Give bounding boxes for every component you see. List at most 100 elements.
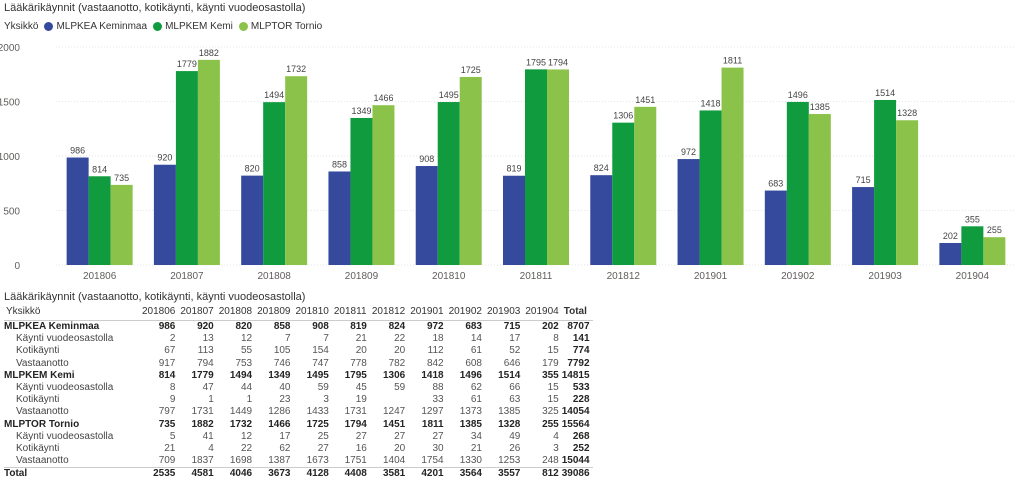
row-label: Käynti vuodeosastolla xyxy=(16,333,114,345)
row-total-cell: 228 xyxy=(572,394,590,406)
legend-swatch-tornio xyxy=(238,22,248,31)
table-cell: 59 xyxy=(394,382,406,394)
row-total-cell: 8707 xyxy=(567,321,590,333)
header-unit[interactable]: Yksikkö xyxy=(6,306,41,317)
table-cell: 1373 xyxy=(459,406,482,418)
table-cell: 1794 xyxy=(344,418,367,430)
table-cell: 3564 xyxy=(446,467,485,481)
row-total-cell: 14815 xyxy=(561,369,590,381)
table-cell: 62 xyxy=(279,442,291,454)
legend-item-tornio[interactable]: MLPTOR Tornio xyxy=(238,21,322,32)
row-label: Käynti vuodeosastolla xyxy=(16,430,114,442)
table-cell: 1387 xyxy=(268,455,291,467)
table-cell: 255 xyxy=(542,418,559,430)
bar xyxy=(547,69,569,265)
table-cell: 21 xyxy=(164,442,176,454)
bar xyxy=(263,102,286,266)
table-cell: 41 xyxy=(202,430,214,442)
table-cell: 4201 xyxy=(408,467,447,481)
table-group-row: MLPKEM Kemi 814 1779 1494 1349 1495 1795 1306 14… xyxy=(4,370,593,382)
table-cell: 814 xyxy=(158,369,176,381)
header-period[interactable]: 201901 xyxy=(410,306,444,317)
table-cell: 9 xyxy=(169,394,176,406)
bar xyxy=(590,175,613,265)
legend-swatch-kemi xyxy=(153,22,163,31)
bar xyxy=(764,190,787,265)
table-cell: 5 xyxy=(169,430,176,442)
table-cell: 778 xyxy=(350,357,367,369)
data-label: 908 xyxy=(419,154,434,164)
data-label: 1385 xyxy=(810,102,830,112)
table-cell: 52 xyxy=(509,345,521,357)
table-cell: 12 xyxy=(241,430,253,442)
table-cell: 30 xyxy=(432,442,444,454)
table-cell: 794 xyxy=(197,357,214,369)
data-label: 819 xyxy=(506,164,521,174)
data-label: 986 xyxy=(70,146,85,156)
table-cell: 14 xyxy=(470,333,482,345)
table-cell: 1779 xyxy=(191,369,214,381)
bar xyxy=(66,157,89,265)
table-cell: 747 xyxy=(312,357,329,369)
data-label: 735 xyxy=(114,173,129,183)
data-label: 1328 xyxy=(897,108,917,118)
table-cell: 908 xyxy=(312,321,329,333)
header-period[interactable]: 201809 xyxy=(257,306,291,317)
data-label: 715 xyxy=(856,175,871,185)
legend-item-keminmaa[interactable]: MLPKEA Keminmaa xyxy=(44,21,147,32)
table-row: Käynti vuodeosastolla 5 41 12 17 25 27 27 27 34 49… xyxy=(4,431,593,443)
bar xyxy=(786,101,809,265)
table-cell: 17 xyxy=(279,430,291,442)
table-cell: 753 xyxy=(235,357,253,369)
row-total-cell: 533 xyxy=(572,382,590,394)
header-total[interactable]: Total xyxy=(563,306,587,317)
table-cell: 1306 xyxy=(383,369,406,381)
legend-item-kemi[interactable]: MLPKEM Kemi xyxy=(153,21,233,32)
table-cell: 1466 xyxy=(268,418,291,430)
data-label: 1514 xyxy=(875,88,895,98)
table-cell: 44 xyxy=(241,382,253,394)
header-period[interactable]: 201812 xyxy=(371,306,406,317)
table-title: Lääkärikäynnit (vastaanotto, kotikäynti,… xyxy=(4,291,306,303)
bar xyxy=(459,76,482,265)
row-label[interactable]: MLPKEA Keminmaa xyxy=(4,321,100,333)
data-label: 1306 xyxy=(613,111,633,121)
header-period[interactable]: 201806 xyxy=(142,306,176,317)
row-label[interactable]: MLPTOR Tornio xyxy=(4,418,80,430)
x-tick-label: 201809 xyxy=(345,271,379,282)
header-period[interactable]: 201904 xyxy=(525,306,559,317)
data-label: 814 xyxy=(92,164,107,174)
table-cell: 27 xyxy=(317,442,329,454)
y-tick-label: 1000 xyxy=(0,152,20,163)
header-period[interactable]: 201807 xyxy=(180,306,214,317)
table-cell: 67 xyxy=(164,345,176,357)
header-period[interactable]: 201811 xyxy=(333,306,367,317)
header-period[interactable]: 201902 xyxy=(448,306,482,317)
x-tick-label: 201810 xyxy=(432,271,466,282)
bar xyxy=(808,114,831,265)
data-label: 858 xyxy=(332,159,347,169)
row-label[interactable]: MLPKEM Kemi xyxy=(4,369,75,381)
table-cell: 1328 xyxy=(498,418,521,430)
table-cell: 105 xyxy=(273,345,291,357)
table-cell: 812 xyxy=(523,467,562,481)
header-period[interactable]: 201810 xyxy=(295,306,329,317)
data-label: 202 xyxy=(943,231,958,241)
bar xyxy=(721,67,744,265)
y-tick-label: 500 xyxy=(3,207,20,218)
table-cell: 1451 xyxy=(383,418,406,430)
table-cell: 1496 xyxy=(459,369,482,381)
header-period[interactable]: 201808 xyxy=(218,306,253,317)
table-cell: 3581 xyxy=(369,467,409,481)
bar xyxy=(350,117,373,265)
row-total-cell: 14054 xyxy=(561,406,590,418)
table-cell: 112 xyxy=(427,345,444,357)
table-cell: 819 xyxy=(350,321,367,333)
table-row: Käynti vuodeosastolla 8 47 44 40 59 45 59 88 62 66… xyxy=(4,382,593,394)
header-period[interactable]: 201903 xyxy=(487,306,521,317)
table-cell: 1418 xyxy=(421,369,444,381)
table-cell: 7 xyxy=(323,333,329,345)
table-cell: 33 xyxy=(432,394,444,406)
legend-label-keminmaa: MLPKEA Keminmaa xyxy=(56,21,148,32)
table-cell: 709 xyxy=(158,455,176,467)
